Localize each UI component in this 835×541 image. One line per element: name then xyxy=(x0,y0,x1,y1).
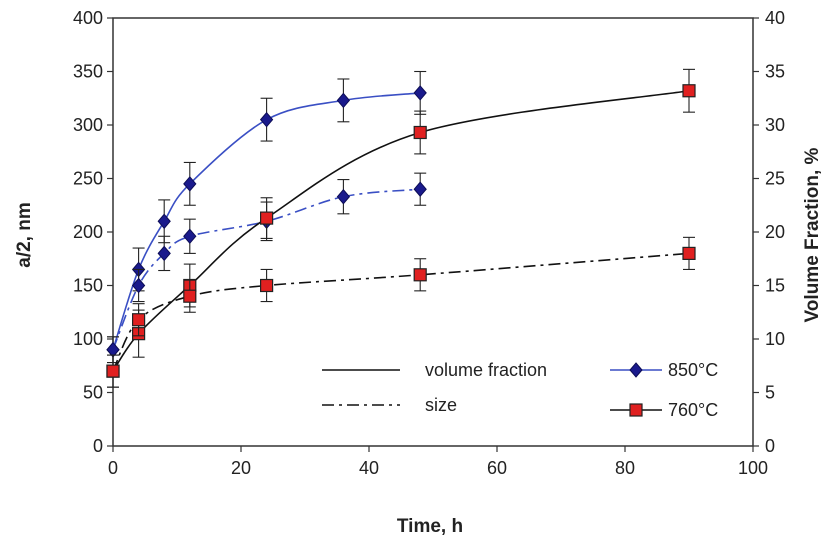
right-y-tick-label: 10 xyxy=(765,329,785,349)
left-y-tick-label: 200 xyxy=(73,222,103,242)
right-y-tick-label: 5 xyxy=(765,383,775,403)
data-point xyxy=(682,84,696,98)
data-point xyxy=(183,176,197,192)
legend-label: 850°C xyxy=(668,360,718,380)
right-y-tick-label: 40 xyxy=(765,8,785,28)
legend-label: size xyxy=(425,395,457,415)
right-y-tick-label: 30 xyxy=(765,115,785,135)
left-y-tick-label: 0 xyxy=(93,436,103,456)
data-point xyxy=(413,125,427,140)
right-y-tick-label: 25 xyxy=(765,169,785,189)
data-point xyxy=(157,213,171,230)
right-y-axis-title: Volume Fraction, % xyxy=(802,147,823,322)
legend-label: volume fraction xyxy=(425,360,547,380)
left-y-axis-title: a/2, nm xyxy=(14,202,35,267)
data-point xyxy=(183,228,197,245)
left-y-tick-label: 250 xyxy=(73,169,103,189)
right-y-tick-label: 0 xyxy=(765,436,775,456)
legend-marker-square-icon xyxy=(629,403,643,417)
left-y-tick-label: 400 xyxy=(73,8,103,28)
right-y-tick-label: 20 xyxy=(765,222,785,242)
data-point xyxy=(131,277,146,294)
axes: 0 20 40 60 80 1000501001502002503003504000510… xyxy=(73,8,785,478)
x-tick-label: 60 xyxy=(487,458,507,478)
series-line xyxy=(112,252,690,372)
series-line xyxy=(112,89,690,372)
data-point xyxy=(336,92,351,109)
legend: volume fraction size 850°C 760°C xyxy=(322,360,718,420)
data-point xyxy=(132,313,146,327)
series-760-volume-fraction xyxy=(106,68,696,388)
x-tick-label: 0 xyxy=(108,458,118,478)
left-y-tick-label: 50 xyxy=(83,383,103,403)
data-point xyxy=(260,211,274,225)
x-tick-label: 40 xyxy=(359,458,379,478)
x-axis-title: Time, h xyxy=(397,516,463,537)
data-point xyxy=(682,246,696,260)
data-point xyxy=(413,85,427,101)
left-y-tick-label: 300 xyxy=(73,115,103,135)
data-point xyxy=(183,289,197,303)
data-point xyxy=(413,268,427,282)
series-layer xyxy=(106,68,696,388)
data-point xyxy=(106,364,120,378)
data-point xyxy=(157,245,171,262)
left-y-tick-label: 150 xyxy=(73,276,103,296)
left-y-tick-label: 350 xyxy=(73,62,103,82)
legend-marker-diamond-icon xyxy=(629,362,643,378)
data-point xyxy=(336,188,351,205)
x-tick-label: 20 xyxy=(231,458,251,478)
right-y-tick-label: 35 xyxy=(765,62,785,82)
left-y-tick-label: 100 xyxy=(73,329,103,349)
x-tick-label: 100 xyxy=(738,458,768,478)
x-tick-label: 80 xyxy=(615,458,635,478)
right-y-tick-label: 15 xyxy=(765,276,785,296)
legend-label: 760°C xyxy=(668,400,718,420)
data-point xyxy=(413,181,427,197)
data-point xyxy=(259,111,274,128)
series-760-size xyxy=(106,236,696,388)
data-point xyxy=(260,278,274,293)
